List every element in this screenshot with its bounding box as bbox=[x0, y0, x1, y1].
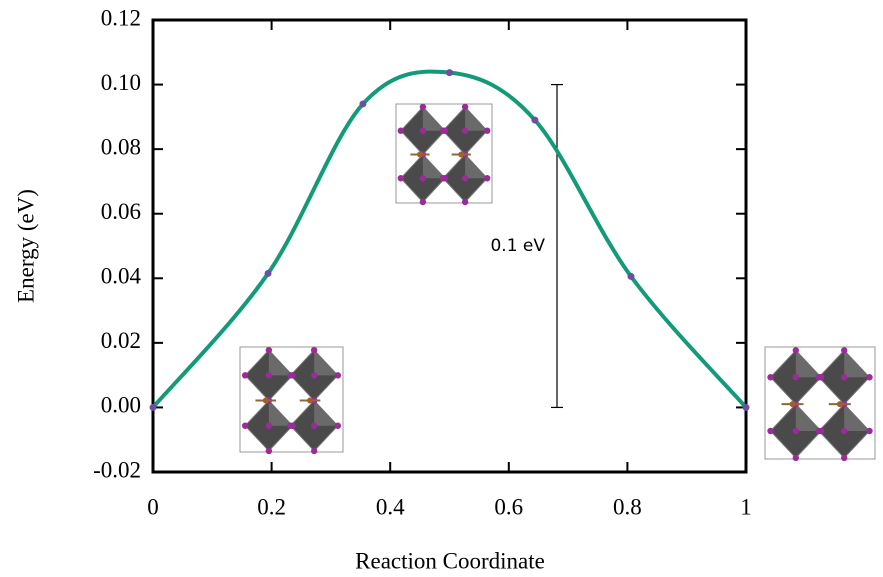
molecule-atom bbox=[307, 397, 314, 404]
plot-frame bbox=[151, 18, 748, 474]
atom bbox=[792, 427, 799, 435]
data-point bbox=[531, 116, 539, 124]
octahedron-face bbox=[465, 106, 488, 131]
atom bbox=[439, 175, 447, 182]
y-tick-label: 0.04 bbox=[101, 264, 142, 289]
octahedron-face bbox=[268, 350, 293, 376]
octahedron-face bbox=[422, 106, 445, 131]
x-axis-label: Reaction Coordinate bbox=[355, 548, 545, 573]
atom bbox=[461, 198, 469, 206]
atom bbox=[265, 447, 273, 455]
atom bbox=[287, 422, 294, 429]
x-tick-label: 0 bbox=[147, 494, 159, 519]
atom bbox=[841, 454, 848, 462]
atom bbox=[461, 103, 469, 111]
data-point bbox=[264, 269, 272, 277]
y-tick-label: 0.02 bbox=[101, 328, 141, 353]
octahedron-face bbox=[795, 350, 822, 378]
atom bbox=[841, 347, 848, 354]
y-tick-label: 0.06 bbox=[101, 199, 141, 224]
atom bbox=[265, 346, 273, 354]
atom bbox=[792, 347, 799, 354]
atom bbox=[841, 374, 848, 381]
atom bbox=[265, 422, 273, 429]
molecule-atom bbox=[836, 401, 843, 408]
atom bbox=[334, 422, 342, 429]
y-axis-label: Energy (eV) bbox=[13, 189, 38, 303]
atom bbox=[397, 127, 404, 134]
y-tick-label: 0.08 bbox=[101, 134, 141, 159]
atom bbox=[287, 372, 294, 379]
structure-image bbox=[239, 346, 344, 455]
atom bbox=[866, 374, 873, 381]
scale-bar-label: 0.1 eV bbox=[490, 236, 545, 256]
atom bbox=[484, 127, 491, 134]
atom bbox=[265, 372, 273, 379]
data-point bbox=[359, 100, 367, 108]
atom bbox=[310, 346, 318, 354]
atom bbox=[841, 427, 848, 435]
molecule-atom bbox=[417, 151, 423, 158]
atom bbox=[866, 427, 873, 435]
atom bbox=[310, 447, 318, 455]
data-point bbox=[742, 403, 750, 411]
atom bbox=[792, 454, 799, 462]
octahedron-face bbox=[314, 350, 338, 376]
atom bbox=[767, 427, 774, 435]
octahedron-face bbox=[844, 404, 870, 431]
y-tick-label: 0.00 bbox=[101, 393, 141, 418]
x-tick-label: 0.2 bbox=[257, 494, 286, 519]
molecule-atom bbox=[458, 151, 465, 158]
structure-image bbox=[395, 103, 493, 206]
atom bbox=[439, 127, 447, 134]
octahedron-face bbox=[422, 154, 445, 179]
data-point bbox=[446, 69, 453, 77]
data-point bbox=[627, 272, 635, 280]
atom bbox=[310, 422, 318, 429]
octahedron-face bbox=[268, 400, 293, 426]
data-point bbox=[149, 403, 157, 411]
atom bbox=[815, 374, 823, 381]
y-tick-label: -0.02 bbox=[93, 457, 141, 482]
atom bbox=[241, 422, 249, 429]
x-tick-label: 0.6 bbox=[494, 494, 523, 519]
octahedron-face bbox=[844, 350, 870, 378]
atom bbox=[815, 427, 823, 435]
atom bbox=[419, 198, 427, 206]
atom bbox=[241, 372, 249, 379]
atom bbox=[397, 175, 404, 182]
atom bbox=[792, 374, 799, 381]
y-tick-label: 0.10 bbox=[101, 70, 141, 95]
molecule-atom bbox=[789, 401, 796, 408]
atom bbox=[461, 175, 469, 182]
octahedron-face bbox=[314, 400, 338, 426]
molecule-atom bbox=[262, 397, 269, 404]
octahedron-face bbox=[465, 154, 488, 179]
octahedron-face bbox=[795, 404, 822, 431]
atom bbox=[461, 127, 469, 134]
atom bbox=[419, 175, 427, 182]
y-tick-label: 0.12 bbox=[101, 5, 141, 30]
atom bbox=[484, 175, 491, 182]
x-tick-label: 0.8 bbox=[613, 494, 642, 519]
structure-images bbox=[239, 103, 876, 462]
x-tick-label: 1 bbox=[740, 494, 752, 519]
atom bbox=[419, 103, 427, 111]
atom bbox=[334, 372, 342, 379]
atom bbox=[767, 374, 774, 381]
structure-image bbox=[764, 346, 876, 462]
x-tick-label: 0.4 bbox=[376, 494, 405, 519]
atom bbox=[310, 372, 318, 379]
atom bbox=[419, 127, 427, 134]
